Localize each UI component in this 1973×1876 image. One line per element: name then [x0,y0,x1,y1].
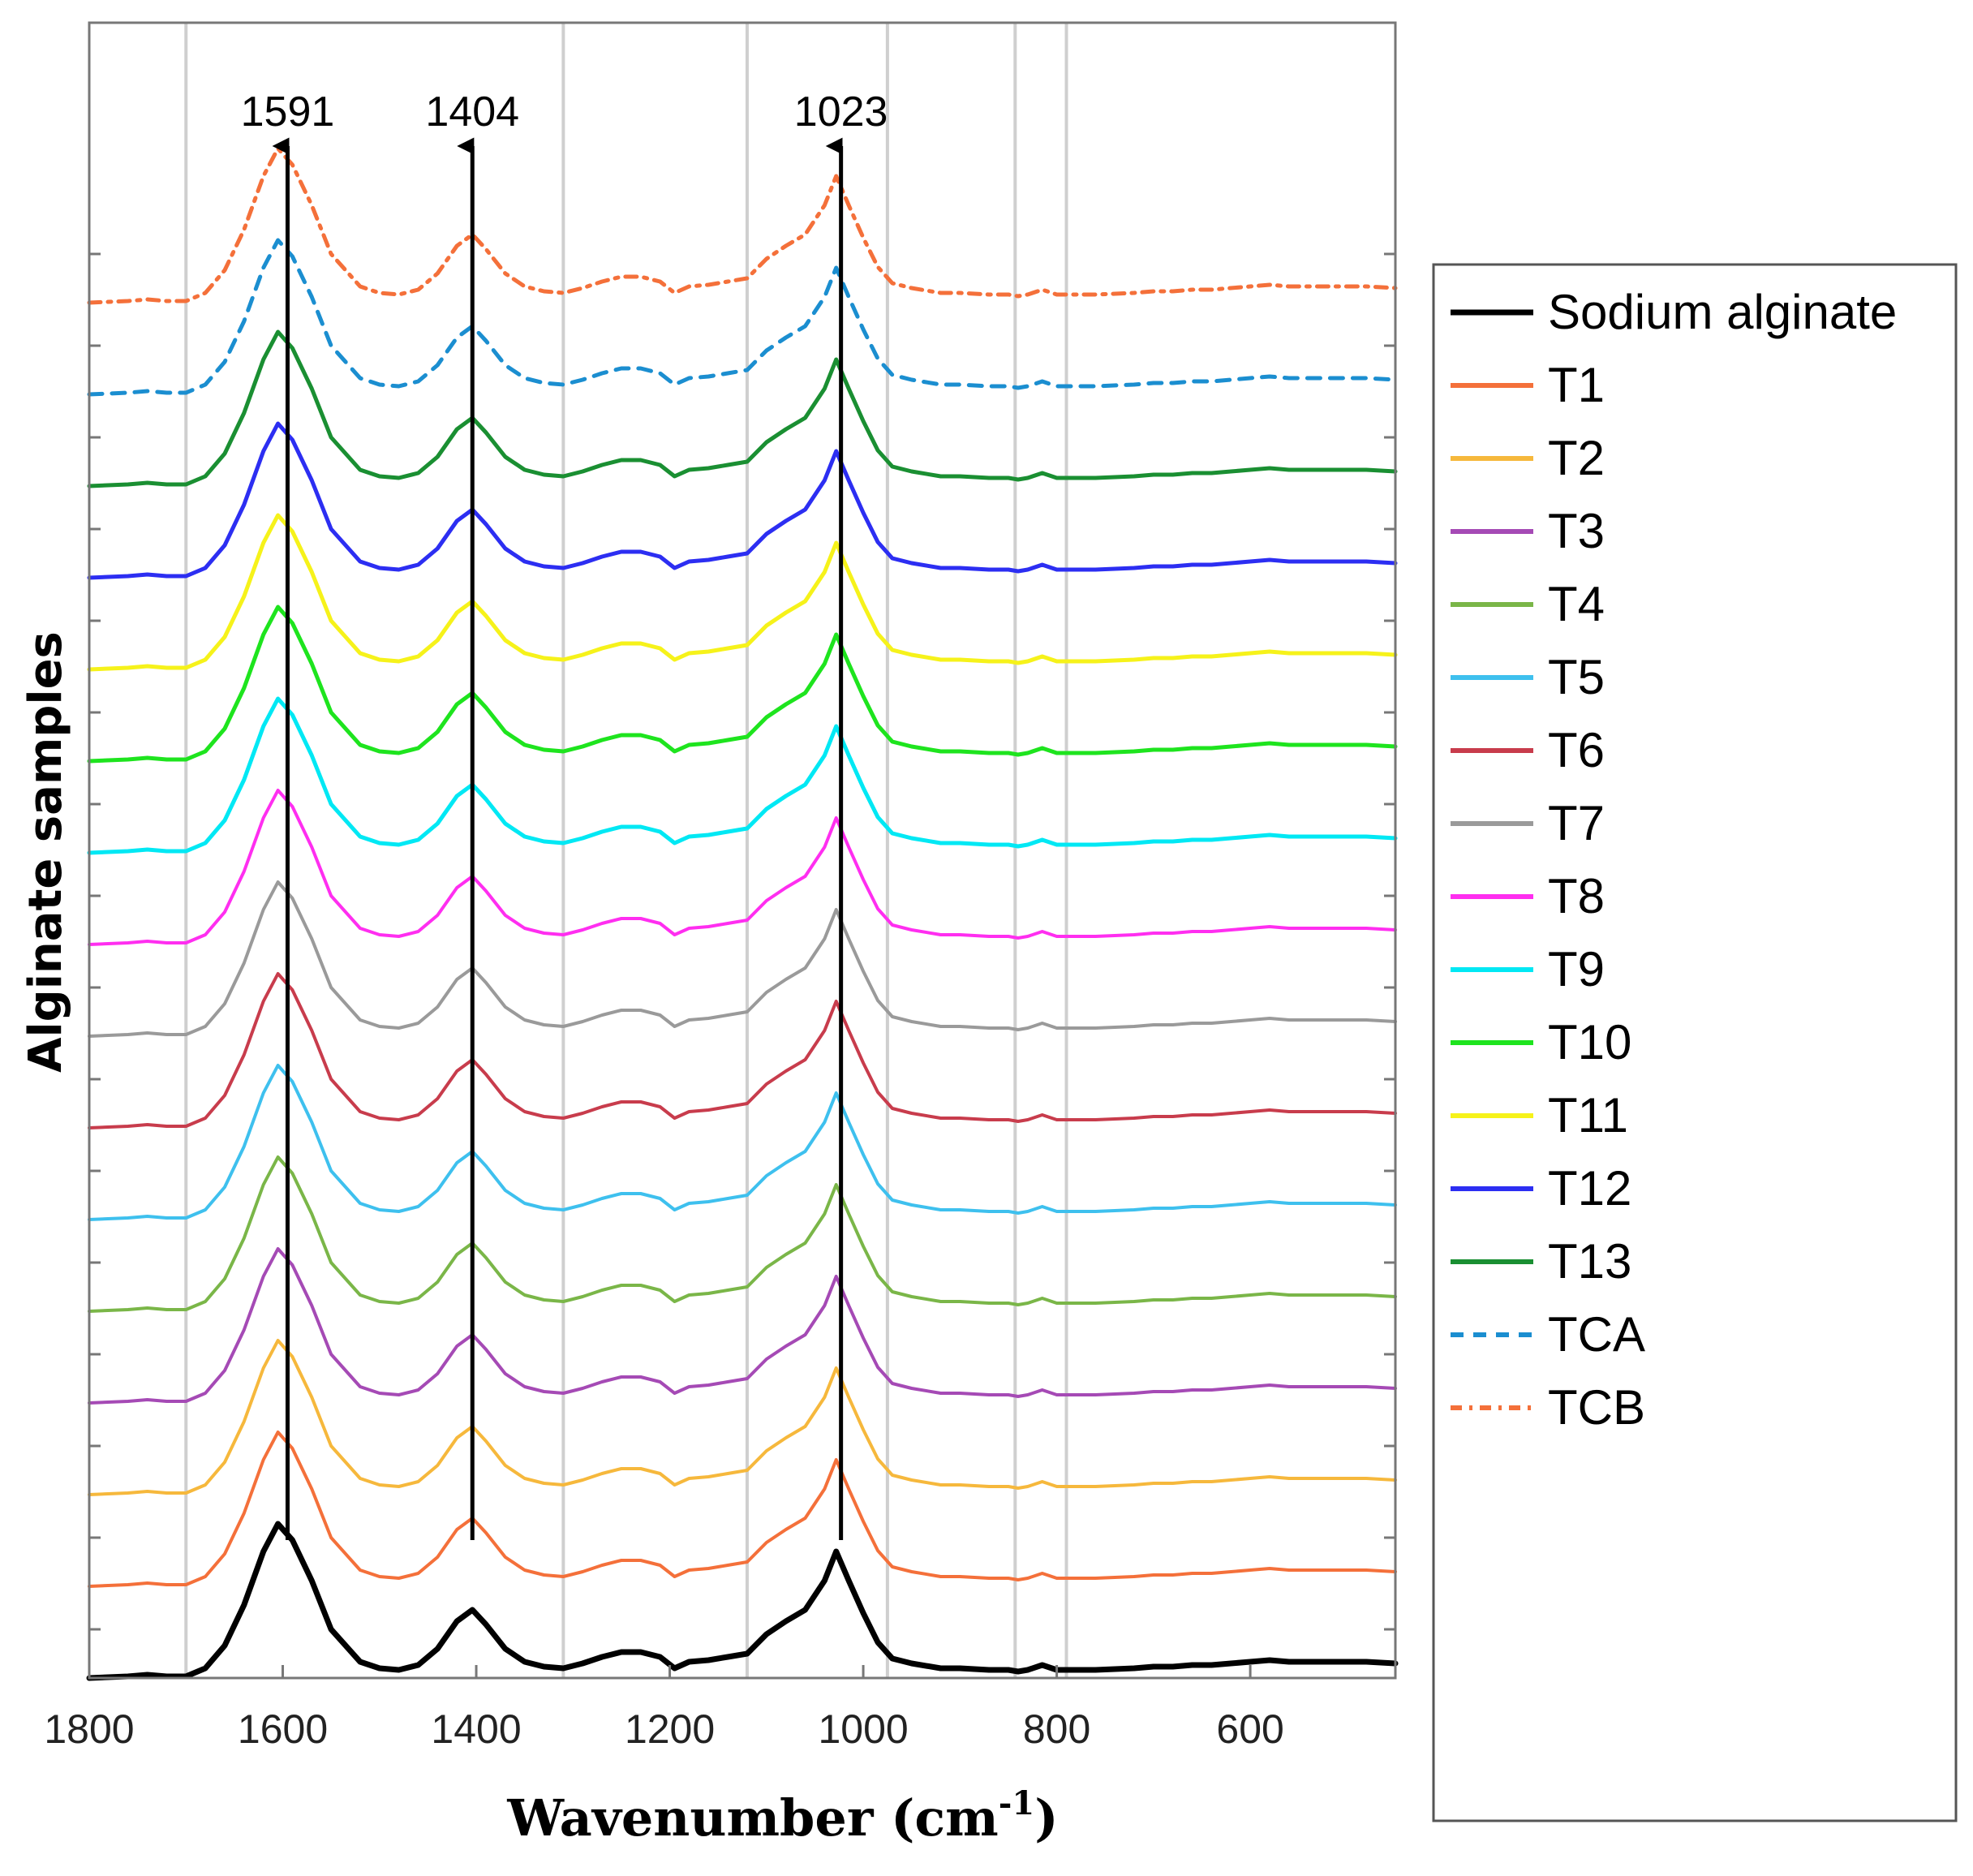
x-tick-label-1600: 1600 [238,1706,328,1752]
series-line-t2 [88,1339,1397,1496]
vertical-guide-lines [184,23,1068,1678]
x-tick-label-600: 600 [1216,1706,1283,1752]
x-tick-label-1000: 1000 [818,1706,908,1752]
y-axis-label: Alginate samples [19,631,72,1073]
series-line-tcb [87,146,1398,305]
peak-label-1404: 1404 [425,88,519,136]
series-line-t9 [87,696,1398,855]
series-line-sodium-alginate [86,1521,1399,1681]
y-axis-ticks [89,252,1395,1631]
peak-label-1023: 1023 [794,88,888,136]
series-line-t11 [87,513,1398,672]
series-line-t6 [88,972,1397,1129]
series-line-t8 [88,789,1397,946]
legend-label-t7: T7 [1548,796,1605,850]
spectra-series [86,146,1399,1681]
legend-label-t6: T6 [1548,723,1605,777]
legend-label-t5: T5 [1548,650,1605,704]
x-axis-label-text: Wavenumber (cm [506,1788,998,1848]
plot-frame [88,21,1397,1680]
series-line-t12 [87,421,1398,580]
legend-label-tcb: TCB [1548,1380,1645,1435]
legend-label-t13: T13 [1548,1234,1631,1289]
x-axis-label-superscript: -1 [999,1784,1034,1822]
legend-label-t2: T2 [1548,431,1605,485]
x-tick-label-800: 800 [1023,1706,1090,1752]
series-line-t13 [87,329,1398,488]
legend-label-t8: T8 [1548,869,1605,923]
legend-label-t3: T3 [1548,504,1605,558]
peak-annotations: 1591 1404 1023 [241,88,888,1540]
series-line-t3 [88,1247,1397,1405]
legend: Sodium alginate T1 T2 T3 T4 T5 T6 T7 T8 T9 T10 T11 T… [1432,263,1958,1822]
legend-label-tca: TCA [1548,1307,1645,1362]
legend-label-sodium-alginate: Sodium alginate [1548,285,1897,339]
x-axis-label: Wavenumber (cm-1) [506,1784,1058,1848]
series-line-t1 [88,1431,1397,1588]
series-line-tca [87,238,1398,397]
legend-label-t12: T12 [1548,1161,1631,1216]
legend-label-t4: T4 [1548,577,1605,631]
legend-label-t10: T10 [1548,1015,1631,1069]
series-line-t4 [88,1155,1397,1313]
series-line-t10 [87,605,1398,764]
legend-label-t1: T1 [1548,358,1605,412]
x-axis-label-close: ) [1034,1788,1058,1848]
legend-items: Sodium alginate T1 T2 T3 T4 T5 T6 T7 T8 T9 T10 T11 T… [1451,285,1897,1435]
peak-label-1591: 1591 [241,88,335,136]
series-line-t7 [88,880,1397,1038]
x-tick-label-1400: 1400 [431,1706,521,1752]
legend-label-t9: T9 [1548,942,1605,996]
legend-label-t11: T11 [1548,1088,1628,1142]
x-tick-label-1800: 1800 [44,1706,134,1752]
x-axis-ticks: 1800 1600 1400 1200 1000 800 600 [44,1665,1284,1752]
series-line-t5 [88,1064,1397,1221]
x-tick-label-1200: 1200 [625,1706,715,1752]
